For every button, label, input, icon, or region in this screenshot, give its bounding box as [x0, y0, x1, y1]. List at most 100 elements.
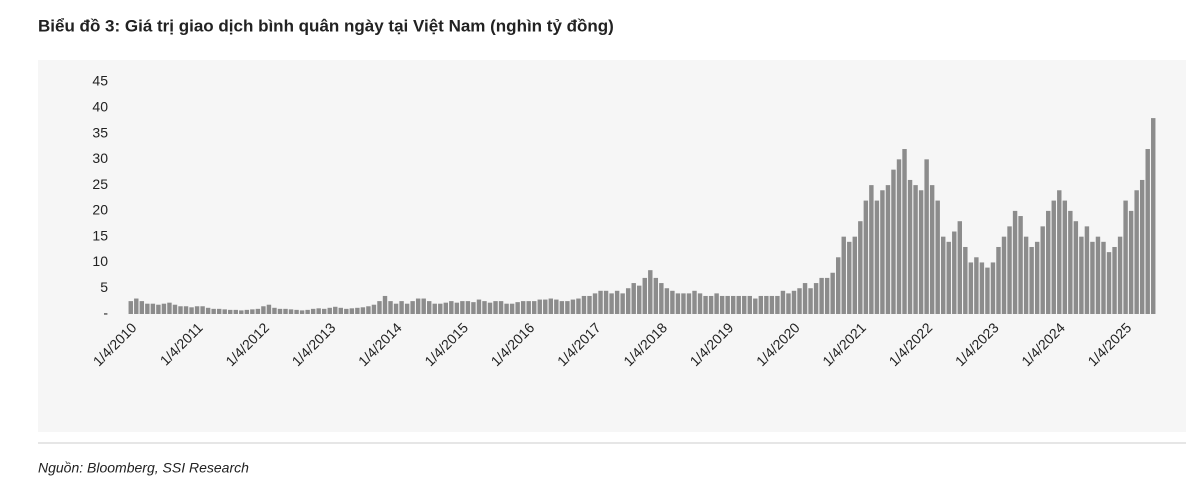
bar [239, 310, 244, 314]
bar [410, 301, 415, 314]
bar [692, 290, 697, 314]
bar [714, 293, 719, 314]
bar [1062, 200, 1068, 314]
bar [548, 298, 554, 314]
bar [443, 302, 449, 314]
bar [266, 304, 272, 314]
bar [1134, 190, 1139, 314]
bar [1034, 241, 1040, 314]
bar [244, 309, 250, 314]
bar [952, 231, 957, 314]
bar [659, 283, 664, 314]
bar [1128, 210, 1134, 314]
bar [813, 283, 819, 314]
bar [161, 303, 167, 314]
bar [355, 307, 360, 314]
source-note: Nguồn: Bloomberg, SSI Research [38, 460, 249, 476]
bar [471, 302, 476, 314]
bar [791, 290, 797, 314]
bar [631, 283, 636, 314]
bar [316, 308, 321, 314]
bar [504, 303, 509, 314]
bar [913, 185, 918, 314]
y-tick-label: 15 [92, 227, 108, 243]
y-tick-label: 5 [100, 279, 108, 295]
bar [399, 301, 404, 314]
bar [360, 307, 366, 314]
bar [183, 306, 189, 314]
bar [946, 241, 951, 314]
y-tick-label: 40 [92, 98, 108, 114]
bar [250, 309, 255, 314]
bar [786, 293, 791, 314]
chart-title: Biểu đồ 3: Giá trị giao dịch bình quân n… [38, 16, 614, 35]
bar [211, 308, 216, 314]
bar [432, 303, 437, 314]
bar [1057, 190, 1062, 314]
bar [598, 290, 603, 314]
bar [366, 306, 371, 314]
bar [294, 309, 299, 314]
bar [681, 293, 686, 314]
bar [587, 295, 592, 314]
bar [797, 288, 802, 314]
bar [482, 301, 487, 314]
bar [156, 304, 161, 314]
bar [1073, 221, 1079, 314]
bar [703, 295, 708, 314]
bar [918, 190, 924, 314]
bar [968, 262, 974, 314]
bar [830, 272, 835, 314]
bar [277, 308, 283, 314]
bar [824, 277, 830, 314]
bar [1007, 226, 1012, 314]
bar [1095, 236, 1101, 314]
bar [725, 295, 730, 314]
bar [1029, 246, 1034, 314]
bar [178, 306, 183, 314]
bar [1012, 210, 1018, 314]
bar [620, 293, 625, 314]
bar [907, 179, 913, 314]
bar [565, 301, 570, 314]
bar [128, 301, 133, 314]
bar [134, 298, 139, 314]
bar [532, 301, 537, 314]
bar [150, 303, 156, 314]
bar [742, 295, 747, 314]
bar [449, 301, 454, 314]
bar [835, 257, 841, 314]
bar [697, 293, 703, 314]
bar [808, 288, 813, 314]
y-tick-label: 45 [92, 73, 108, 89]
bar [200, 306, 205, 314]
bar [885, 185, 891, 314]
bar [963, 246, 968, 314]
bar [465, 301, 471, 314]
bar [299, 310, 305, 314]
y-tick-label: 25 [92, 176, 108, 192]
bar [880, 190, 885, 314]
y-tick-label: - [103, 305, 108, 321]
bar [957, 221, 963, 314]
bar [1139, 179, 1145, 314]
bar [670, 290, 675, 314]
bar [460, 301, 465, 314]
bar [686, 293, 692, 314]
bar [438, 303, 443, 314]
bar [321, 308, 327, 314]
bar [869, 185, 874, 314]
bar [902, 149, 907, 314]
bar [996, 246, 1001, 314]
bar [537, 299, 542, 314]
bar [493, 301, 498, 314]
bar [891, 169, 896, 314]
bar [1101, 241, 1106, 314]
bar [753, 298, 758, 314]
bar [1023, 236, 1029, 314]
bar [603, 290, 609, 314]
bar [310, 308, 316, 314]
bar [935, 200, 940, 314]
